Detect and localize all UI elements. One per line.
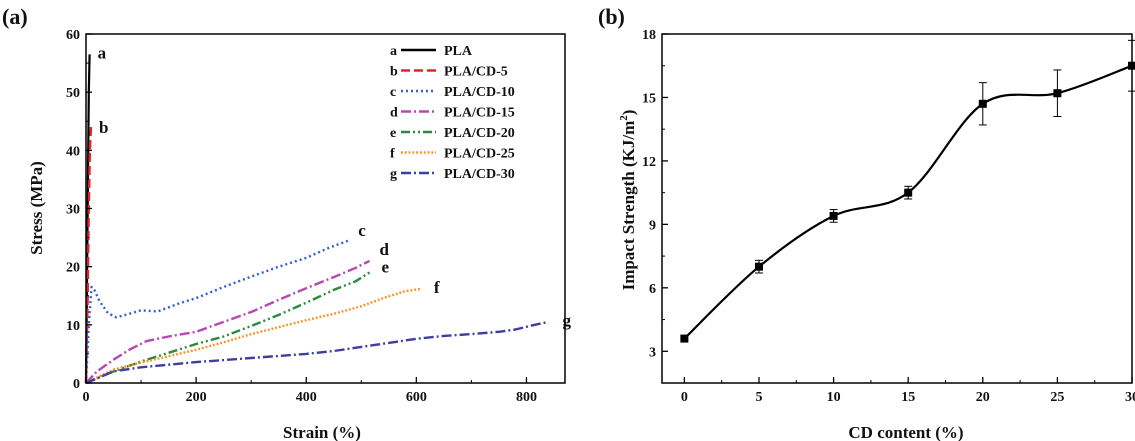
x-tick-label: 400 [296, 390, 317, 405]
y-tick-label: 15 [642, 91, 656, 106]
legend-key-c: c [390, 85, 396, 100]
series-line-f [85, 287, 423, 385]
y-tick-label: 6 [649, 282, 656, 297]
panel-b-label: (b) [598, 4, 625, 29]
legend-key-f: f [390, 147, 395, 162]
data-point [829, 211, 838, 220]
data-point [680, 334, 689, 343]
panel-b-y-axis-label: Impact Strength (KJ/m2) [618, 110, 638, 291]
legend-key-b: b [390, 65, 398, 80]
curve-label-f: f [434, 278, 440, 297]
x-tick-label: 30 [1125, 390, 1135, 405]
series-line-d [85, 259, 371, 384]
legend-label-c: PLA/CD-10 [444, 85, 515, 100]
curve-label-g: g [563, 311, 572, 330]
panel-a-axes: 0 200 400 600 800 0 10 20 30 40 50 60 [66, 28, 566, 405]
y-tick-label: 3 [649, 345, 656, 360]
panel-b-x-axis-label: CD content (%) [848, 423, 963, 441]
y-tick-label: 12 [642, 155, 656, 170]
legend-label-f: PLA/CD-25 [444, 147, 515, 162]
series-line-e [85, 271, 371, 385]
x-tick-label: 25 [1050, 390, 1064, 405]
legend-label-b: PLA/CD-5 [444, 65, 508, 80]
y-tick-label: 10 [66, 319, 80, 334]
curve-label-e: e [382, 258, 390, 277]
panel-a-label: (a) [2, 4, 28, 29]
y-tick-label: 30 [66, 203, 80, 218]
panel-b-axes: 0 5 10 15 20 25 30 3 6 9 12 15 18 [642, 28, 1135, 405]
panel-b-fit-curve-group [683, 64, 1133, 340]
data-point [754, 262, 763, 271]
x-tick-label: 20 [976, 390, 990, 405]
x-tick-label: 0 [83, 390, 90, 405]
data-point [904, 188, 913, 197]
y-tick-label: 0 [73, 377, 80, 392]
panel-b-points-group [680, 39, 1135, 343]
x-tick-label: 15 [901, 390, 915, 405]
panel-b-y-axis-label-main: Impact Strength (KJ/m [619, 121, 638, 291]
panel-a-legend: a PLA b PLA/CD-5 c PLA/CD-10 d PLA/CD-15 e PLA/CD… [390, 44, 515, 182]
y-tick-label: 18 [642, 28, 656, 43]
plot-frame [661, 33, 1133, 384]
x-tick-label: 800 [516, 390, 537, 405]
legend-label-a: PLA [444, 44, 473, 59]
x-tick-label: 10 [827, 390, 841, 405]
panel-a-y-axis-label: Stress (MPa) [27, 161, 46, 255]
x-tick-label: 600 [406, 390, 427, 405]
legend-key-g: g [390, 167, 397, 182]
y-tick-label: 9 [649, 218, 656, 233]
legend-key-e: e [390, 126, 396, 141]
panel-b-y-axis-label-sup: 2 [618, 115, 630, 121]
legend-label-g: PLA/CD-30 [444, 167, 515, 182]
curve-label-a: a [98, 43, 107, 62]
legend-label-e: PLA/CD-20 [444, 126, 515, 141]
fit-curve [683, 64, 1133, 340]
curve-label-b: b [99, 118, 108, 137]
curve-label-d: d [380, 240, 390, 259]
y-tick-label: 60 [66, 28, 80, 43]
curve-label-c: c [358, 221, 366, 240]
panel-b: (b) 0 5 10 15 20 25 30 3 6 9 12 15 18 CD content (%)… [598, 4, 1135, 441]
y-tick-label: 20 [66, 261, 80, 276]
data-point [978, 99, 987, 108]
x-tick-label: 200 [186, 390, 207, 405]
legend-key-a: a [390, 44, 397, 59]
x-tick-label: 0 [681, 390, 688, 405]
y-tick-label: 40 [66, 144, 80, 159]
y-tick-label: 50 [66, 86, 80, 101]
series-line-g [85, 320, 549, 385]
legend-label-d: PLA/CD-15 [444, 106, 515, 121]
x-tick-label: 5 [755, 390, 762, 405]
series-line-c [84, 238, 351, 384]
panel-a-series-group [84, 54, 549, 385]
panel-a-x-axis-label: Strain (%) [283, 423, 361, 441]
legend-key-d: d [390, 106, 398, 121]
data-point [1053, 89, 1062, 98]
panel-b-y-axis-label-close: ) [619, 110, 638, 116]
